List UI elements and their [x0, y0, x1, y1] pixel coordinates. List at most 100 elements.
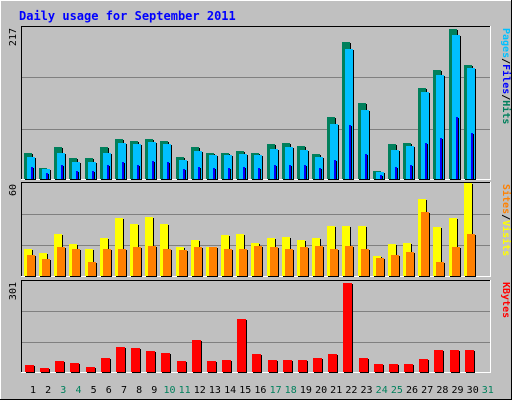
- bar-kbytes-day-13: [207, 361, 216, 372]
- bar-files-day-29: [452, 35, 460, 179]
- x-tick-day-27: 27: [421, 385, 433, 396]
- bar-pages-day-3: [61, 165, 63, 179]
- bar-kbytes-day-6: [101, 358, 110, 372]
- bar-sites-day-12: [194, 247, 202, 276]
- bar-kbytes-day-3: [55, 361, 64, 372]
- bar-files-day-10: [163, 144, 171, 179]
- bar-kbytes-day-10: [161, 353, 170, 372]
- bar-sites-day-4: [72, 249, 80, 276]
- x-tick-day-14: 14: [224, 385, 236, 396]
- x-tick-day-28: 28: [436, 385, 448, 396]
- legend-sites: Sites: [500, 184, 512, 214]
- bar-files-day-30: [467, 68, 475, 179]
- legend-slash: /: [500, 58, 511, 64]
- bar-pages-day-16: [258, 168, 260, 179]
- bar-kbytes-day-29: [450, 350, 459, 372]
- bar-sites-day-16: [254, 246, 262, 276]
- x-tick-day-4: 4: [75, 385, 81, 396]
- bar-visits-day-7: [115, 218, 123, 276]
- x-tick-day-26: 26: [406, 385, 418, 396]
- axis-max-label: 217: [8, 28, 19, 46]
- legend-files: Files: [500, 64, 512, 94]
- x-tick-day-25: 25: [391, 385, 403, 396]
- bar-files-day-5: [88, 162, 96, 179]
- bar-kbytes-day-7: [116, 347, 125, 372]
- bar-sites-day-27: [421, 212, 429, 276]
- bar-pages-day-22: [349, 125, 351, 179]
- x-tick-day-22: 22: [345, 385, 357, 396]
- bar-sites-day-2: [42, 259, 50, 276]
- bar-kbytes-day-9: [146, 351, 155, 372]
- bar-kbytes-day-15: [237, 319, 246, 372]
- axis-max-label: 301: [8, 282, 19, 300]
- bar-pages-day-6: [107, 165, 109, 179]
- x-tick-day-23: 23: [360, 385, 372, 396]
- bar-pages-day-30: [471, 133, 473, 179]
- x-axis-day-ticks: 1 2 3 4 5 6 7 8 9 10 11 12 13 14 15 16 17 18 19 20 21 22 23 24 2…: [30, 385, 494, 396]
- bar-pages-day-10: [167, 162, 169, 179]
- x-tick-day-21: 21: [330, 385, 342, 396]
- bar-sites-day-7: [118, 249, 126, 276]
- series-legend: KBytes: [500, 282, 511, 318]
- bar-sites-day-30: [467, 234, 475, 276]
- bar-sites-day-19: [300, 247, 308, 276]
- x-tick-day-30: 30: [467, 385, 479, 396]
- bar-kbytes-day-12: [192, 340, 201, 372]
- bar-pages-day-9: [152, 161, 154, 179]
- bar-kbytes-day-26: [404, 364, 413, 372]
- bar-files-day-9: [148, 142, 156, 179]
- bar-kbytes-day-2: [40, 368, 49, 372]
- bar-files-day-12: [194, 151, 202, 179]
- bar-kbytes-day-24: [374, 364, 383, 372]
- x-tick-day-19: 19: [300, 385, 312, 396]
- bar-sites-day-1: [27, 255, 35, 276]
- bar-kbytes-day-27: [419, 359, 428, 372]
- bar-files-day-16: [254, 155, 262, 179]
- bar-files-day-18: [285, 147, 293, 179]
- bar-sites-day-21: [330, 249, 338, 276]
- bar-files-day-23: [361, 110, 369, 179]
- legend-hits: Hits: [500, 100, 512, 124]
- x-tick-day-8: 8: [136, 385, 142, 396]
- bar-files-day-25: [391, 150, 399, 179]
- series-legend: Pages/Files/Hits: [500, 28, 512, 124]
- bar-sites-day-23: [361, 249, 369, 276]
- bar-pages-day-27: [425, 143, 427, 179]
- bar-pages-day-2: [46, 173, 48, 179]
- bar-pages-day-19: [304, 165, 306, 179]
- bar-files-day-17: [270, 149, 278, 179]
- bar-pages-day-15: [243, 167, 245, 179]
- bar-files-day-26: [406, 146, 414, 179]
- bar-pages-day-14: [228, 168, 230, 179]
- x-tick-day-12: 12: [194, 385, 206, 396]
- bar-sites-day-13: [209, 247, 217, 276]
- bar-pages-day-25: [395, 167, 397, 179]
- bar-sites-day-22: [345, 246, 353, 276]
- bar-pages-day-26: [410, 165, 412, 179]
- bar-pages-day-12: [198, 167, 200, 179]
- bar-sites-day-25: [391, 255, 399, 276]
- x-tick-day-16: 16: [254, 385, 266, 396]
- bar-pages-day-28: [440, 138, 442, 179]
- bar-sites-day-8: [133, 247, 141, 276]
- bar-pages-day-5: [92, 171, 94, 179]
- bar-sites-day-26: [406, 252, 414, 276]
- bar-sites-day-24: [376, 258, 384, 276]
- bar-files-day-15: [239, 154, 247, 179]
- x-tick-day-17: 17: [270, 385, 282, 396]
- bar-files-day-22: [345, 49, 353, 179]
- bar-sites-day-17: [270, 247, 278, 276]
- x-tick-day-9: 9: [151, 385, 157, 396]
- bar-kbytes-day-28: [434, 350, 443, 372]
- x-tick-day-3: 3: [60, 385, 66, 396]
- bar-kbytes-day-19: [298, 360, 307, 372]
- bar-pages-day-21: [334, 160, 336, 179]
- bar-pages-day-20: [319, 168, 321, 179]
- axis-max-label: 60: [8, 184, 19, 196]
- legend-kbytes: KBytes: [500, 282, 511, 318]
- bar-sites-day-15: [239, 249, 247, 276]
- bar-kbytes-day-20: [313, 358, 322, 372]
- bar-pages-day-23: [365, 154, 367, 179]
- bar-pages-day-1: [31, 167, 33, 179]
- x-tick-day-13: 13: [209, 385, 221, 396]
